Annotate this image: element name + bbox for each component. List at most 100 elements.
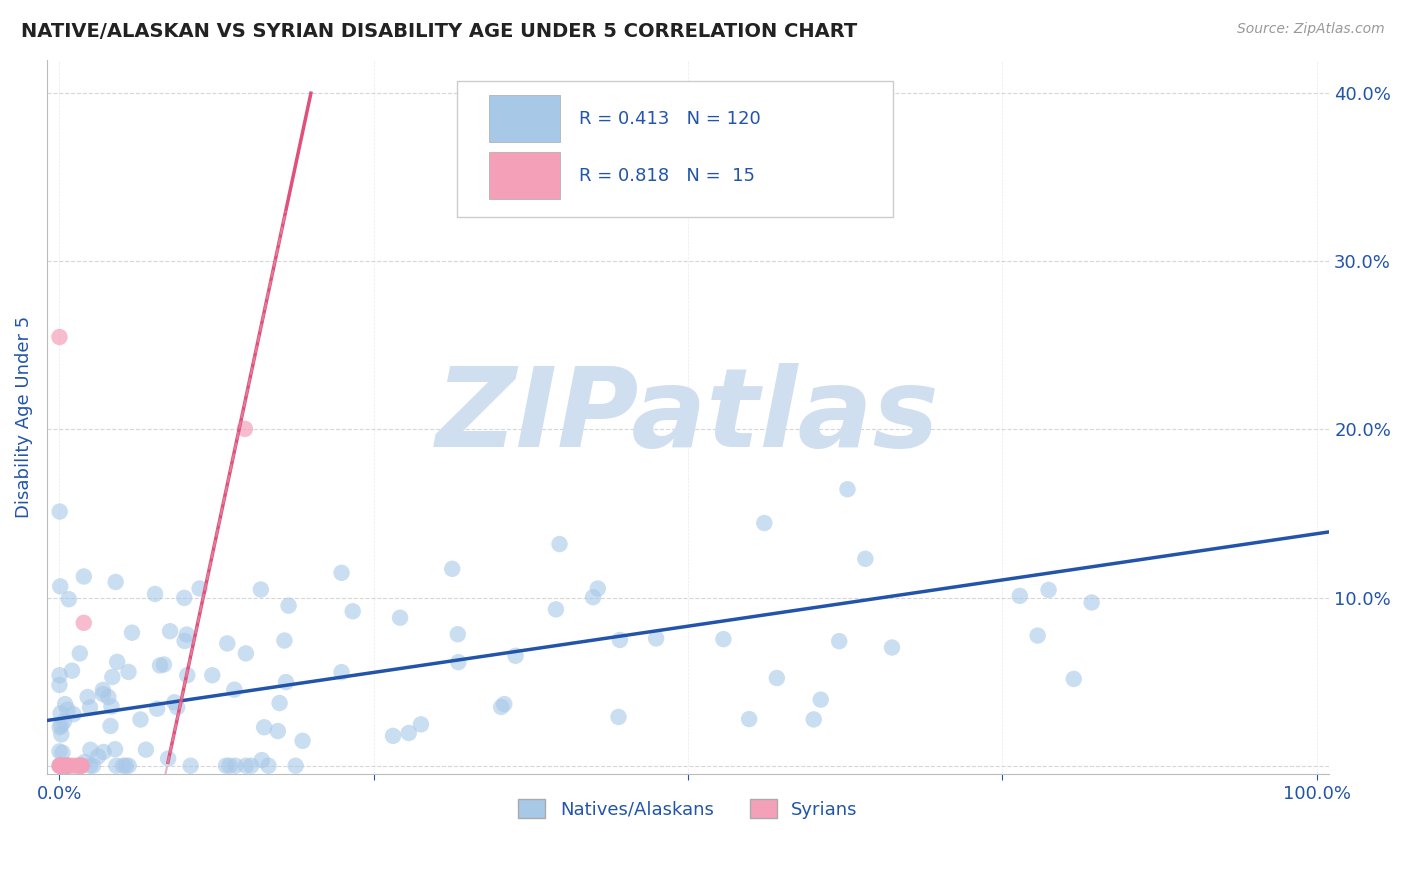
Point (87, 749, 110, 764)
Point (803, 713, 825, 727)
Point (60, 664, 83, 678)
Point (58, 592, 80, 607)
Point (100, 699, 122, 714)
Point (291, 733, 314, 747)
Point (105, 758, 128, 772)
Point (1080, 595, 1102, 609)
Point (609, 632, 631, 647)
Point (62, 707, 84, 722)
Point (49, 758, 72, 772)
Point (53, 758, 76, 772)
Point (176, 668, 198, 682)
Point (76, 690, 98, 704)
Point (73, 615, 96, 630)
Point (51, 758, 73, 772)
FancyBboxPatch shape (489, 153, 560, 199)
Point (828, 634, 851, 648)
Point (56, 758, 79, 772)
Point (253, 720, 276, 734)
Point (51, 727, 73, 741)
Point (441, 562, 464, 576)
Point (489, 700, 512, 714)
Point (330, 665, 353, 680)
Point (79, 700, 101, 714)
Point (49, 758, 72, 772)
Point (56, 758, 79, 772)
Point (267, 724, 290, 739)
Point (176, 627, 198, 641)
Point (51, 746, 73, 760)
Point (129, 713, 152, 727)
Point (180, 758, 202, 772)
Point (56, 758, 79, 772)
Point (586, 582, 609, 596)
Point (274, 675, 297, 690)
Point (53, 714, 76, 729)
Point (48, 678, 70, 692)
Point (1038, 582, 1060, 597)
Text: R = 0.413   N = 120: R = 0.413 N = 120 (579, 110, 761, 128)
Y-axis label: Disability Age Under 5: Disability Age Under 5 (15, 316, 32, 518)
Point (810, 692, 832, 706)
Point (104, 574, 127, 589)
Point (389, 611, 412, 625)
Point (49, 706, 72, 721)
Point (69, 758, 91, 772)
Point (93, 745, 115, 759)
Point (754, 516, 776, 530)
Point (224, 758, 246, 772)
FancyBboxPatch shape (489, 95, 560, 142)
Point (118, 758, 141, 772)
Point (273, 633, 295, 648)
Point (117, 665, 139, 679)
Point (544, 602, 567, 616)
Point (235, 758, 257, 772)
Point (342, 604, 364, 618)
Point (79, 758, 101, 772)
Point (56, 758, 79, 772)
Point (51, 718, 73, 732)
Point (233, 422, 256, 436)
Point (100, 719, 122, 733)
Point (277, 599, 299, 613)
Point (548, 537, 571, 551)
Point (224, 682, 246, 697)
Point (505, 648, 527, 663)
Point (249, 582, 271, 597)
Point (153, 657, 176, 672)
FancyBboxPatch shape (457, 81, 893, 217)
Point (447, 627, 470, 641)
Point (67, 758, 90, 772)
Point (447, 655, 470, 669)
Point (105, 655, 128, 669)
Point (880, 640, 903, 655)
Point (49, 758, 72, 772)
Point (48, 504, 70, 518)
Point (48, 330, 70, 344)
Point (56, 758, 79, 772)
Point (97, 690, 120, 704)
Point (70, 758, 93, 772)
Point (398, 726, 420, 740)
Point (766, 671, 789, 685)
Point (73, 755, 96, 769)
Point (48, 668, 70, 682)
Point (163, 695, 186, 709)
Point (853, 551, 876, 566)
Point (1026, 629, 1049, 643)
Point (149, 658, 172, 673)
Point (257, 758, 280, 772)
Point (1008, 589, 1031, 603)
Point (494, 697, 516, 711)
Point (713, 632, 735, 646)
Point (159, 624, 181, 639)
Text: NATIVE/ALASKAN VS SYRIAN DISABILITY AGE UNDER 5 CORRELATION CHART: NATIVE/ALASKAN VS SYRIAN DISABILITY AGE … (21, 22, 858, 41)
Point (409, 717, 432, 731)
Point (114, 758, 136, 772)
Point (48, 758, 70, 772)
Point (49, 579, 72, 593)
Point (101, 670, 124, 684)
Point (738, 712, 761, 726)
Point (48, 758, 70, 772)
Point (73, 569, 96, 583)
